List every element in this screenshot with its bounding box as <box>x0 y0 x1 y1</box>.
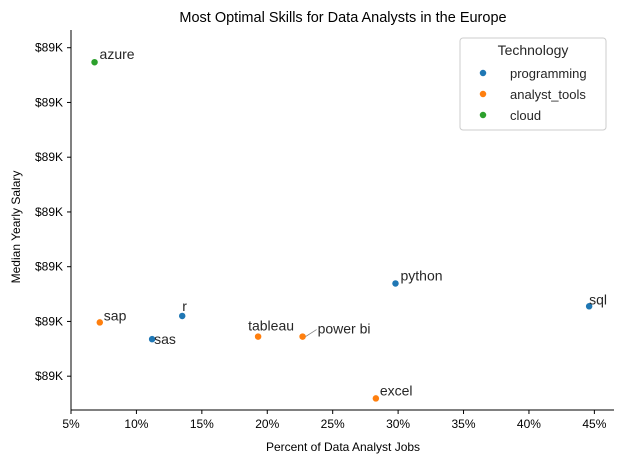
point-label: power bi <box>318 321 371 337</box>
data-point <box>371 394 380 403</box>
data-point <box>391 279 400 288</box>
x-tick-label: 35% <box>452 417 476 431</box>
legend-frame <box>459 37 607 131</box>
y-tick-label: $89K <box>35 260 63 274</box>
y-tick-label: $89K <box>35 41 63 55</box>
legend-label: programming <box>510 66 587 81</box>
data-point <box>254 332 263 341</box>
x-tick-label: 5% <box>62 417 80 431</box>
y-tick-label: $89K <box>35 150 63 164</box>
legend-marker <box>479 111 487 119</box>
x-tick-label: 25% <box>321 417 345 431</box>
x-tick-label: 20% <box>255 417 279 431</box>
plot-area: 5% 10% 15% 20% 25% 30% 35% 40% 45% $89K $89K $89K $8… <box>35 30 614 431</box>
point-label: r <box>182 298 187 314</box>
point-label: tableau <box>248 318 294 334</box>
x-tick-label: 45% <box>582 417 606 431</box>
x-tick-label: 30% <box>386 417 410 431</box>
point-label: sap <box>104 307 127 323</box>
chart-title: Most Optimal Skills for Data Analysts in… <box>179 10 506 26</box>
label-leader-line <box>305 329 317 337</box>
data-point <box>178 312 187 320</box>
y-axis-label: Median Yearly Salary <box>9 171 23 284</box>
legend-title: Technology <box>498 42 569 58</box>
legend-marker <box>479 90 487 98</box>
point-label: python <box>400 267 442 283</box>
point-label: sas <box>154 331 176 347</box>
y-tick-label: $89K <box>35 314 63 328</box>
y-tick-label: $89K <box>35 205 63 219</box>
point-label: excel <box>380 382 413 398</box>
y-tick-label: $89K <box>35 95 63 109</box>
point-label: azure <box>100 46 135 62</box>
x-tick-label: 15% <box>190 417 214 431</box>
data-point <box>90 58 99 67</box>
legend-label: analyst_tools <box>510 87 586 102</box>
legend-label: cloud <box>510 108 541 123</box>
data-point <box>298 332 307 341</box>
data-point <box>95 318 104 327</box>
data-point <box>585 302 594 311</box>
x-axis-label: Percent of Data Analyst Jobs <box>266 440 420 454</box>
y-tick-label: $89K <box>35 369 63 383</box>
point-label: sql <box>589 291 607 307</box>
legend-marker <box>479 69 487 77</box>
x-tick-label: 10% <box>124 417 148 431</box>
x-tick-label: 40% <box>517 417 541 431</box>
data-point <box>148 335 157 344</box>
